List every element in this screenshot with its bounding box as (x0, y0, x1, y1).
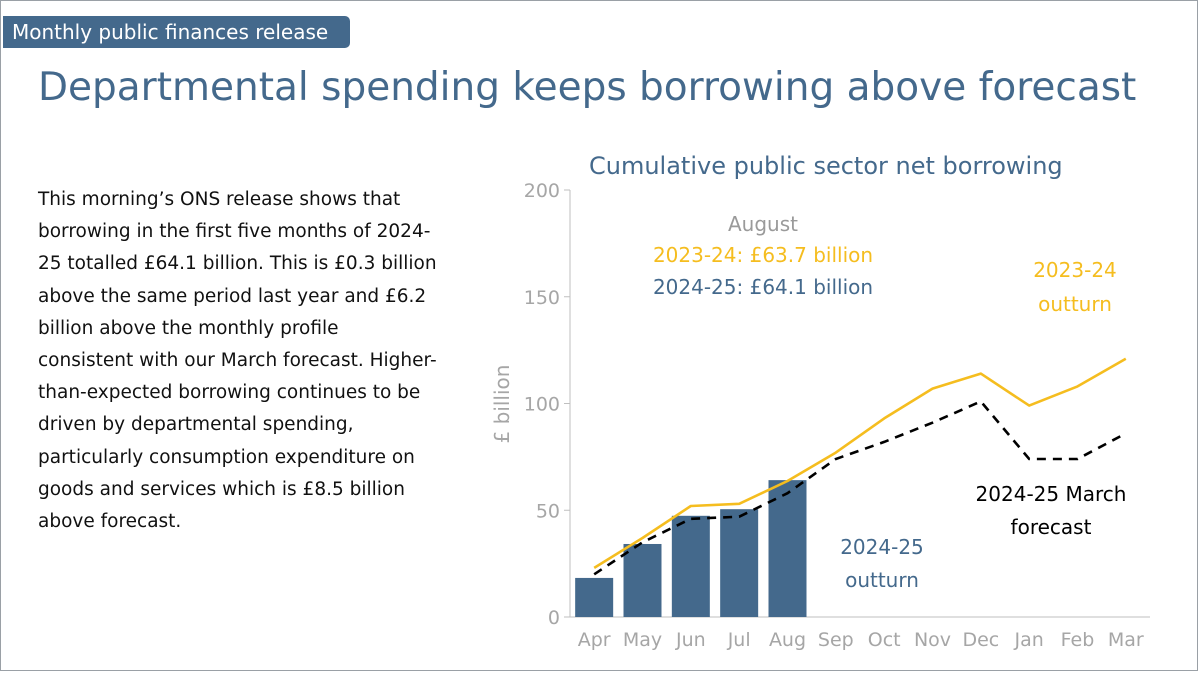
annotation-august-heading: August (728, 212, 798, 236)
x-tick-label-nov: Nov (914, 629, 951, 651)
x-tick-label-apr: Apr (578, 629, 611, 651)
chart-title: Cumulative public sector net borrowing (589, 152, 1063, 180)
bar-aug (768, 480, 807, 617)
release-tag: Monthly public finances release (3, 16, 351, 48)
x-tick-label-may: May (623, 629, 662, 651)
label-forecast-line2: forecast (1011, 515, 1092, 539)
label-forecast-line1: 2024-25 March (976, 482, 1127, 506)
bar-apr (575, 577, 614, 617)
bar-jul (720, 509, 759, 617)
y-tick-label: 150 (524, 287, 560, 309)
y-axis-label: £ billion (490, 365, 514, 444)
body-text: This morning’s ONS release shows that bo… (38, 189, 437, 533)
x-tick-label-oct: Oct (868, 629, 901, 651)
y-tick-label: 0 (548, 607, 560, 629)
label-2023-24-outturn-line1: 2023-24 (1033, 258, 1117, 282)
bar-jun (671, 515, 710, 617)
label-2024-25-outturn-line1: 2024-25 (840, 535, 924, 559)
x-tick-label-aug: Aug (769, 629, 806, 651)
x-tick-label-jul: Jul (727, 629, 751, 651)
x-tick-label-dec: Dec (962, 629, 999, 651)
x-tick-label-sep: Sep (818, 629, 854, 651)
x-tick-label-jan: Jan (1014, 629, 1044, 651)
y-tick-label: 100 (524, 394, 560, 416)
y-tick-label: 200 (524, 180, 560, 202)
x-tick-label-feb: Feb (1061, 629, 1095, 651)
label-2024-25-outturn-line2: outturn (845, 568, 919, 592)
line-2024-25-march-forecast (593, 399, 1127, 576)
page-title: Departmental spending keeps borrowing ab… (38, 65, 1137, 110)
x-tick-label-mar: Mar (1108, 629, 1144, 651)
line-2023-24-outturn (593, 357, 1127, 570)
annotation-august-2024-25: 2024-25: £64.1 billion (653, 275, 873, 299)
label-2023-24-outturn-line2: outturn (1038, 292, 1112, 316)
bar-may (623, 543, 662, 617)
annotation-august-2023-24: 2023-24: £63.7 billion (653, 243, 873, 267)
x-tick-label-jun: Jun (675, 629, 706, 651)
y-tick-label: 50 (536, 500, 560, 522)
